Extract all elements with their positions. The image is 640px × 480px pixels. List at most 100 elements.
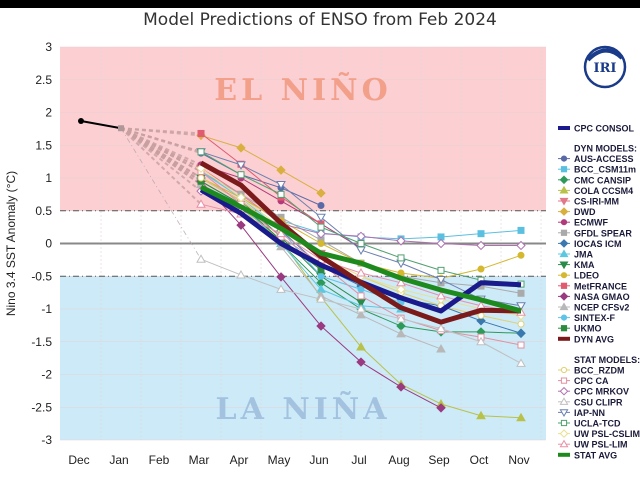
data-point-nasa-gmao [236, 220, 246, 230]
iri-logo [583, 45, 627, 89]
legend-label-iap-nn: IAP-NN [574, 408, 605, 418]
legend-label-nasa-gmao: NASA GMAO [574, 292, 630, 302]
y-tick-label: -1.5 [31, 335, 52, 349]
legend-swatch-stat-avg [558, 452, 570, 457]
series-line-dwd [200, 134, 322, 194]
data-point-ldeo [517, 251, 525, 259]
legend-swatch-cpc-consol [558, 126, 570, 130]
data-point-csu-clipr [316, 294, 326, 303]
legend-marker-ucla-tcd [560, 419, 568, 427]
legend-marker-gfdl-spear [560, 229, 568, 236]
el-nino-region [60, 47, 546, 211]
legend-marker-cs-iri-mm [559, 197, 569, 206]
data-point-ncep-cfsv2 [436, 343, 446, 353]
legend-marker-jma [559, 249, 569, 258]
x-tick-label: Jul [351, 453, 366, 467]
legend-label-iocas-icm: IOCAS ICM [574, 239, 622, 249]
x-tick-label: Feb [149, 453, 170, 467]
el-nino-label: EL NIÑO [214, 72, 391, 108]
x-tick-label: Jun [309, 453, 328, 467]
y-tick-label: 2 [45, 106, 52, 120]
legend-label-ncep-cfsv2: NCEP CFSv2 [574, 303, 629, 313]
data-point-bcc-rzdm [197, 174, 205, 182]
y-tick-label: 3 [45, 40, 52, 54]
data-point-nasa-gmao [316, 321, 326, 331]
data-point-nasa-gmao [436, 403, 446, 413]
legend-header-dyn: DYN MODELS: [574, 144, 637, 154]
legend-marker-ukmo [560, 325, 568, 332]
x-tick-label: Jan [109, 453, 128, 467]
legend-marker-bcc-csm11m [560, 166, 568, 173]
legend-label-bcc-rzdm: BCC_RZDM [574, 366, 625, 376]
data-point-csu-clipr [276, 284, 286, 293]
connector-line [120, 127, 202, 135]
series-line-stat-avg [199, 184, 522, 314]
data-point-cola-ccsm4 [356, 341, 366, 351]
legend-marker-sintex-f [560, 314, 568, 321]
x-tick-label: Mar [189, 453, 210, 467]
y-tick-label: -3 [41, 433, 52, 447]
data-point-cpc-mrkov [476, 240, 486, 251]
data-point-iocas-icm [476, 316, 486, 326]
connector-line [120, 128, 202, 260]
series-line-dyn-avg [199, 160, 522, 325]
data-point-uw-psl-lim [396, 277, 406, 287]
data-point-ldeo [317, 240, 325, 247]
x-tick-label: Nov [508, 453, 529, 467]
data-point-bcc-csm11m [517, 226, 525, 234]
legend-swatch-dyn-avg [558, 336, 570, 341]
data-point-gfdl-spear [517, 289, 525, 297]
data-point-csu-clipr [236, 269, 246, 279]
data-point-iap-nn [236, 161, 246, 170]
iri-logo-text: IRI [594, 61, 617, 76]
data-point-uw-psl-lim [356, 267, 366, 277]
data-point-cpc-mrkov [316, 228, 326, 239]
legend-marker-cmc-cansip [559, 175, 569, 185]
data-point-cola-ccsm4 [476, 410, 486, 420]
x-tick-label: Apr [230, 453, 249, 467]
top-black-bar [0, 0, 640, 8]
data-point-cpc-ca [357, 292, 365, 300]
y-axis-label: Nino 3.4 SST Anomaly (°C) [4, 171, 18, 316]
legend-label-cmc-cansip: CMC CANSIP [574, 175, 631, 185]
y-tick-label: -0.5 [31, 269, 52, 283]
legend-label-aus-access: AUS-ACCESS [574, 154, 634, 164]
data-point-ucla-tcd [397, 254, 405, 262]
data-point-csu-clipr [196, 254, 206, 263]
data-point-uw-psl-lim [436, 290, 446, 300]
legend-marker-uw-psl-lim [559, 439, 569, 448]
data-point-csu-clipr [476, 336, 486, 346]
x-tick-label: Oct [470, 453, 489, 467]
connector-line [120, 127, 202, 170]
data-point-ucla-tcd [197, 148, 205, 156]
legend-label-ucla-tcd: UCLA-TCD [574, 419, 621, 429]
data-point-iap-nn [436, 276, 446, 285]
data-point-nasa-gmao [356, 357, 366, 367]
data-point-sintex-f [357, 285, 365, 293]
legend-label-kma: KMA [574, 260, 595, 270]
data-point-sintex-f [317, 272, 325, 280]
legend-marker-cpc-mrkov [559, 386, 569, 396]
observed-point [118, 125, 124, 132]
data-point-iap-nn [316, 213, 326, 223]
data-point-csu-clipr [396, 313, 406, 323]
legend-label-bcc-csm11m: BCC_CSM11m [574, 165, 636, 175]
y-tick-label: 2.5 [35, 73, 52, 87]
legend-label-gfdl-spear: GFDL SPEAR [574, 228, 632, 238]
data-point-iocas-icm [516, 328, 526, 338]
iri-logo-swoosh [586, 48, 624, 62]
connector-line [120, 127, 202, 192]
legend-label-cpc-mrkov: CPC MRKOV [574, 387, 629, 397]
legend-header-stat: STAT MODELS: [574, 355, 640, 365]
legend-marker-aus-access [560, 155, 568, 162]
data-point-iap-nn [276, 181, 286, 190]
legend-marker-ldeo [560, 272, 568, 279]
legend-marker-metfrance [560, 282, 568, 289]
legend-label-cpc-ca: CPC CA [574, 376, 609, 386]
y-tick-label: 0 [45, 237, 52, 251]
legend-label-csu-clipr: CSU CLIPR [574, 397, 623, 407]
data-point-csu-clipr [356, 303, 366, 313]
data-point-bcc-rzdm [517, 320, 525, 328]
legend-label-ecmwf: ECMWF [574, 218, 608, 228]
